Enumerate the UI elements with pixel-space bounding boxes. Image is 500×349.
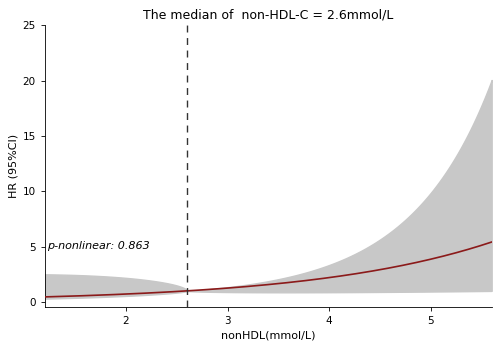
Text: p-nonlinear: 0.863: p-nonlinear: 0.863 (47, 241, 150, 251)
Y-axis label: HR (95%CI): HR (95%CI) (8, 134, 18, 199)
Title: The median of  non-HDL-C = 2.6mmol/L: The median of non-HDL-C = 2.6mmol/L (143, 8, 394, 21)
X-axis label: nonHDL(mmol/L): nonHDL(mmol/L) (221, 331, 316, 341)
